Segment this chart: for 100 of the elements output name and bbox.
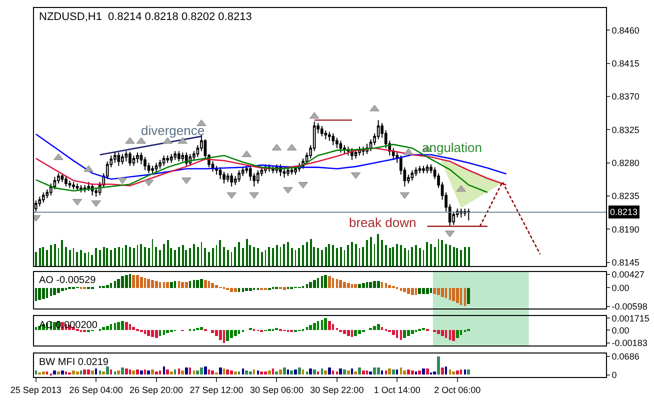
bar <box>170 371 173 374</box>
candlestick <box>128 151 132 166</box>
x-tick-label: 2 Oct 06:00 <box>434 384 481 395</box>
bar <box>366 240 368 266</box>
candlestick <box>215 165 218 176</box>
candlestick <box>362 146 365 156</box>
bar <box>103 246 105 266</box>
y-tick-label: -0.00183 <box>612 338 648 348</box>
bar <box>166 282 169 288</box>
y-tick-label: 0.8235 <box>612 191 640 202</box>
bar <box>456 288 459 303</box>
y-tick-label: 0.0686 <box>612 352 640 362</box>
bar <box>400 367 402 374</box>
bar <box>246 238 248 266</box>
y-tick-label: 0.8370 <box>612 92 640 102</box>
bar <box>283 244 285 266</box>
bar <box>147 370 150 374</box>
bar <box>106 326 109 330</box>
candlestick <box>320 126 324 137</box>
bar <box>358 284 361 288</box>
bar <box>328 276 331 288</box>
bar <box>83 369 86 374</box>
bar <box>321 368 323 374</box>
bar <box>309 368 312 374</box>
bar <box>321 320 323 330</box>
bar <box>170 282 173 288</box>
candlestick <box>76 183 79 192</box>
bar <box>290 370 293 374</box>
bar <box>53 370 56 374</box>
bar <box>287 242 289 266</box>
candlestick <box>121 154 124 165</box>
bar <box>242 248 244 266</box>
candlestick <box>154 162 158 172</box>
bar <box>208 280 210 288</box>
bar <box>178 246 180 266</box>
bar <box>253 246 255 266</box>
bar <box>313 369 316 374</box>
bar <box>234 288 237 292</box>
point <box>91 200 101 207</box>
annotation: angulation <box>422 140 482 155</box>
bar <box>396 369 398 374</box>
bar <box>430 288 432 293</box>
bar <box>453 246 455 266</box>
bar <box>155 371 158 374</box>
bar <box>283 367 286 374</box>
bar <box>106 366 109 374</box>
bar <box>91 254 93 266</box>
bar <box>309 282 312 288</box>
bar <box>264 371 267 374</box>
bar <box>426 368 429 374</box>
bar <box>302 369 304 374</box>
bar <box>317 321 319 330</box>
bar <box>57 288 60 293</box>
bar <box>159 282 161 288</box>
candlestick <box>282 168 286 178</box>
bar <box>354 284 357 288</box>
bar <box>189 367 191 374</box>
bar <box>369 371 372 374</box>
bar <box>366 282 368 288</box>
bar <box>238 371 240 374</box>
bar <box>317 248 319 266</box>
bar <box>72 370 75 374</box>
bar <box>351 330 353 338</box>
bar <box>467 369 470 374</box>
y-tick-label: -0.00598 <box>612 302 648 312</box>
candlestick <box>339 140 342 154</box>
bar <box>373 280 376 288</box>
ref-line-label: 0.8213 <box>610 207 638 217</box>
bar <box>129 324 131 330</box>
bar <box>373 326 376 330</box>
bar <box>226 330 229 342</box>
bar <box>287 369 289 374</box>
bar <box>445 366 447 374</box>
bar <box>151 330 154 338</box>
bar <box>396 330 398 338</box>
bar <box>42 288 45 299</box>
bar <box>121 276 124 288</box>
bar <box>411 330 414 334</box>
bar <box>110 282 112 288</box>
bar <box>430 244 432 266</box>
candlestick <box>158 159 162 170</box>
bar <box>445 288 447 298</box>
bar <box>230 330 233 338</box>
x-tick-label: 27 Sep 12:00 <box>190 384 244 395</box>
point <box>182 178 192 184</box>
bar <box>234 330 237 336</box>
bar <box>407 330 410 336</box>
candlestick <box>124 150 128 162</box>
annotation: divergence <box>141 123 205 138</box>
bar <box>234 371 237 374</box>
bar <box>132 370 135 374</box>
candlestick <box>181 152 184 162</box>
bar <box>211 330 214 334</box>
candlestick <box>226 172 230 183</box>
bar <box>400 330 402 340</box>
bar <box>189 248 191 266</box>
point <box>84 165 94 172</box>
bar <box>385 370 387 374</box>
point <box>456 185 466 192</box>
bar <box>306 327 308 330</box>
